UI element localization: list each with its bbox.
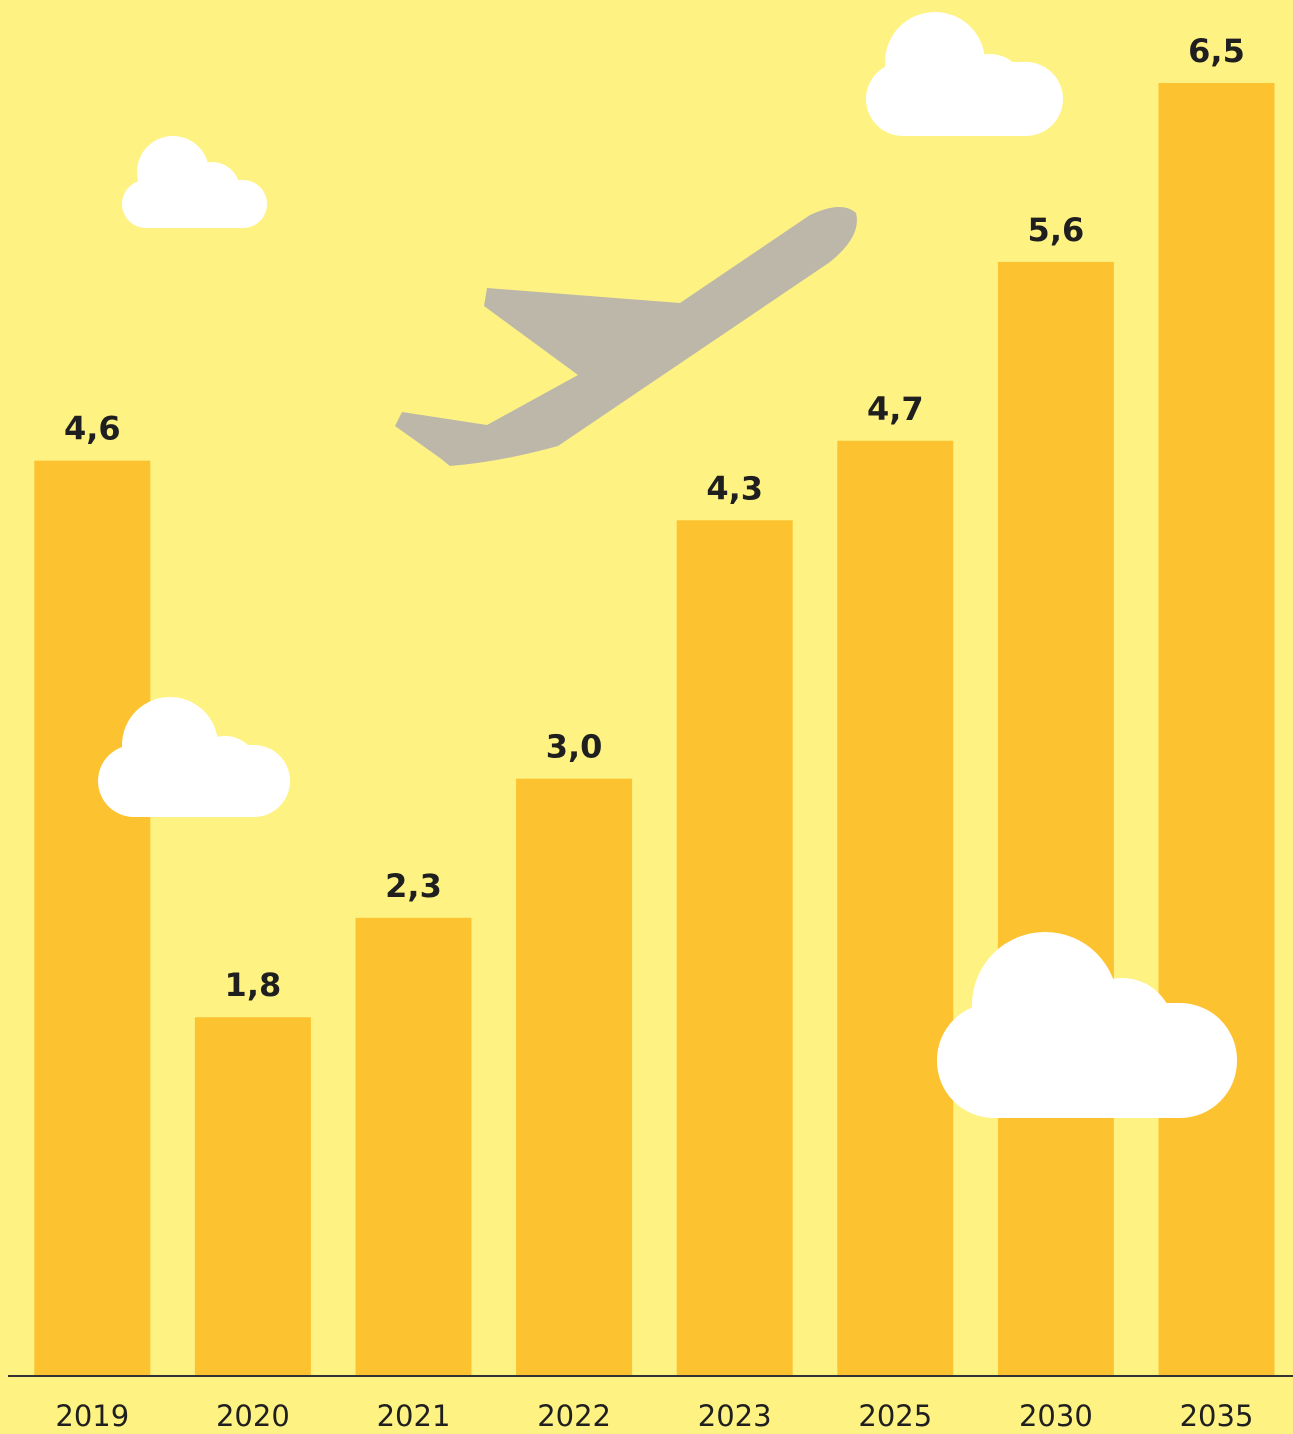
bar bbox=[516, 778, 633, 1375]
bar bbox=[997, 261, 1114, 1375]
value-label: 4,3 bbox=[706, 469, 763, 507]
cloud bbox=[122, 136, 267, 228]
cloud bbox=[937, 932, 1237, 1118]
x-tick-label: 2021 bbox=[377, 1399, 451, 1433]
value-label: 3,0 bbox=[546, 728, 603, 766]
labels: 4,6 2019 1,8 2020 2,3 2021 3,0 2022 4,3 2023 4,7 20… bbox=[55, 32, 1253, 1433]
airplane bbox=[395, 206, 857, 466]
value-label: 6,5 bbox=[1188, 32, 1245, 70]
x-tick-label: 2022 bbox=[537, 1399, 611, 1433]
bars bbox=[34, 83, 1275, 1376]
cloud bbox=[98, 697, 290, 817]
x-tick-label: 2020 bbox=[216, 1399, 290, 1433]
cloud bbox=[866, 12, 1063, 136]
x-tick-label: 2030 bbox=[1019, 1399, 1093, 1433]
x-tick-label: 2019 bbox=[55, 1399, 129, 1433]
x-tick-label: 2025 bbox=[858, 1399, 932, 1433]
bar bbox=[34, 460, 151, 1376]
bar bbox=[355, 917, 472, 1375]
x-tick-label: 2035 bbox=[1180, 1399, 1254, 1433]
bar bbox=[837, 440, 954, 1375]
clouds bbox=[98, 12, 1237, 1118]
bar bbox=[1158, 83, 1275, 1375]
value-label: 5,6 bbox=[1028, 211, 1085, 249]
value-label: 2,3 bbox=[385, 867, 442, 905]
bar bbox=[194, 1017, 311, 1375]
value-label: 4,7 bbox=[867, 390, 924, 428]
value-label: 4,6 bbox=[64, 410, 121, 448]
x-tick-label: 2023 bbox=[698, 1399, 772, 1433]
bar bbox=[676, 520, 793, 1375]
value-label: 1,8 bbox=[225, 966, 282, 1004]
